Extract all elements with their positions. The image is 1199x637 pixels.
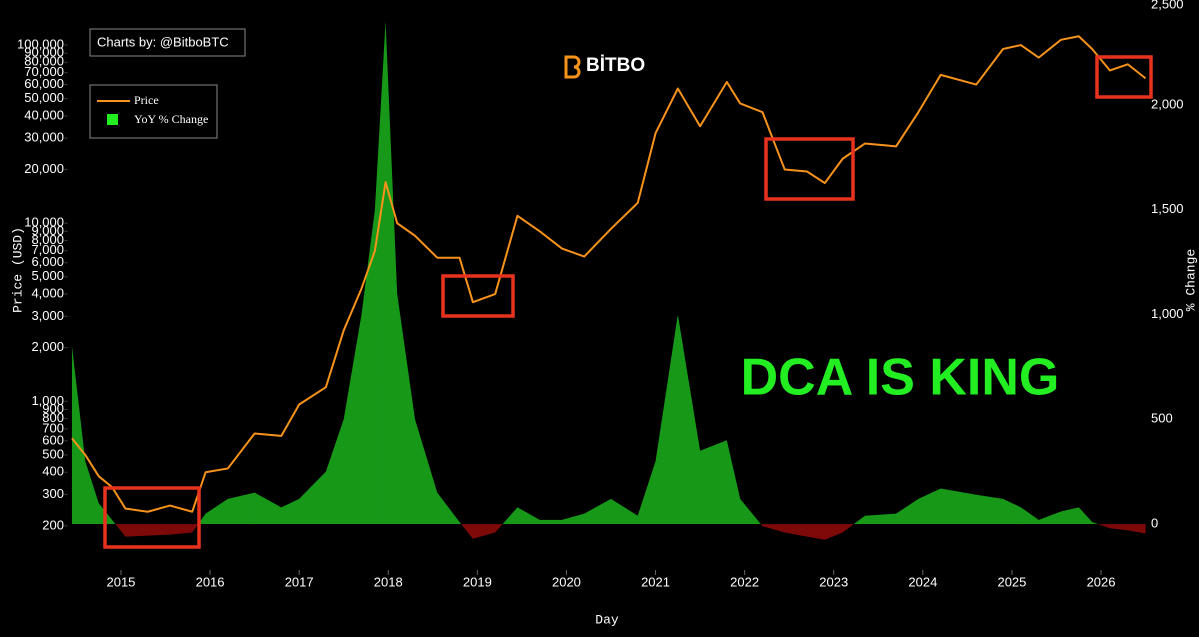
legend-label: YoY % Change xyxy=(134,112,208,126)
y-tick-label: 800 xyxy=(42,410,64,425)
legend-box xyxy=(89,84,218,139)
annotation: DCA IS KING xyxy=(741,349,1060,407)
highlight-box xyxy=(764,137,855,201)
x-axis-title: Day xyxy=(595,612,619,627)
y-tick-label: 100,000 xyxy=(17,36,64,51)
y-tick-label: 2,000 xyxy=(31,339,64,354)
y-axis-title: Price (USD) xyxy=(10,227,25,313)
x-tick-label: 2015 xyxy=(106,574,135,589)
y-tick-label: 7,000 xyxy=(31,242,64,257)
y-tick-label: 400 xyxy=(42,464,64,479)
logo: BİTBO xyxy=(586,55,645,76)
y-tick-label: 1,000 xyxy=(31,393,64,408)
y-tick-label: 40,000 xyxy=(24,107,64,122)
y2-tick-label: 0 xyxy=(1151,516,1158,531)
source-box xyxy=(89,28,246,57)
y2-tick-label: 1,000 xyxy=(1151,306,1184,321)
y2-tick-label: 2,500 xyxy=(1151,0,1184,11)
y-tick-label: 4,000 xyxy=(31,286,64,301)
y2-axis-title: % Change xyxy=(1183,249,1198,311)
y-tick-label: 300 xyxy=(42,486,64,501)
highlight-boxes xyxy=(103,55,1153,549)
y-tick-label: 90,000 xyxy=(24,45,64,60)
y2-tick-label: 2,000 xyxy=(1151,96,1184,111)
y-tick-label: 80,000 xyxy=(24,54,64,69)
y-tick-label: 20,000 xyxy=(24,161,64,176)
y-tick-label: 70,000 xyxy=(24,64,64,79)
x-tick-label: 2025 xyxy=(997,574,1026,589)
y-tick-label: 30,000 xyxy=(24,130,64,145)
x-tick-label: 2017 xyxy=(285,574,314,589)
legend-swatch xyxy=(107,114,118,125)
x-tick-label: 2026 xyxy=(1087,574,1116,589)
x-tick-label: 2020 xyxy=(552,574,581,589)
y-tick-label: 10,000 xyxy=(24,215,64,230)
y-tick-label: 9,000 xyxy=(31,223,64,238)
y-tick-label: 5,000 xyxy=(31,268,64,283)
highlight-box xyxy=(441,274,515,318)
x-tick-label: 2018 xyxy=(374,574,403,589)
y-tick-label: 3,000 xyxy=(31,308,64,323)
legend-label: Price xyxy=(134,93,159,107)
y2-tick-label: 500 xyxy=(1151,411,1173,426)
y-tick-label: 6,000 xyxy=(31,254,64,269)
y-tick-label: 50,000 xyxy=(24,90,64,105)
y-tick-label: 900 xyxy=(42,401,64,416)
logo-icon xyxy=(564,55,581,79)
x-tick-label: 2016 xyxy=(196,574,225,589)
x-tick-label: 2022 xyxy=(730,574,759,589)
highlight-box xyxy=(1095,55,1153,99)
y-tick-label: 60,000 xyxy=(24,76,64,91)
source: Charts by: @BitboBTC xyxy=(97,34,229,49)
y-tick-label: 600 xyxy=(42,432,64,447)
x-tick-label: 2024 xyxy=(908,574,937,589)
x-tick-label: 2021 xyxy=(641,574,670,589)
plot-area: 2015 2016 2017 2018 2019 2020 2021 2022 2023 2024… xyxy=(17,0,1184,589)
x-tick-label: 2019 xyxy=(463,574,492,589)
highlight-box xyxy=(103,486,201,549)
y-tick-label: 500 xyxy=(42,446,64,461)
y2-tick-label: 1,500 xyxy=(1151,201,1184,216)
y-tick-label: 8,000 xyxy=(31,232,64,247)
y-tick-label: 200 xyxy=(42,517,64,532)
x-tick-label: 2023 xyxy=(819,574,848,589)
y-tick-label: 700 xyxy=(42,420,64,435)
line xyxy=(71,35,1147,513)
